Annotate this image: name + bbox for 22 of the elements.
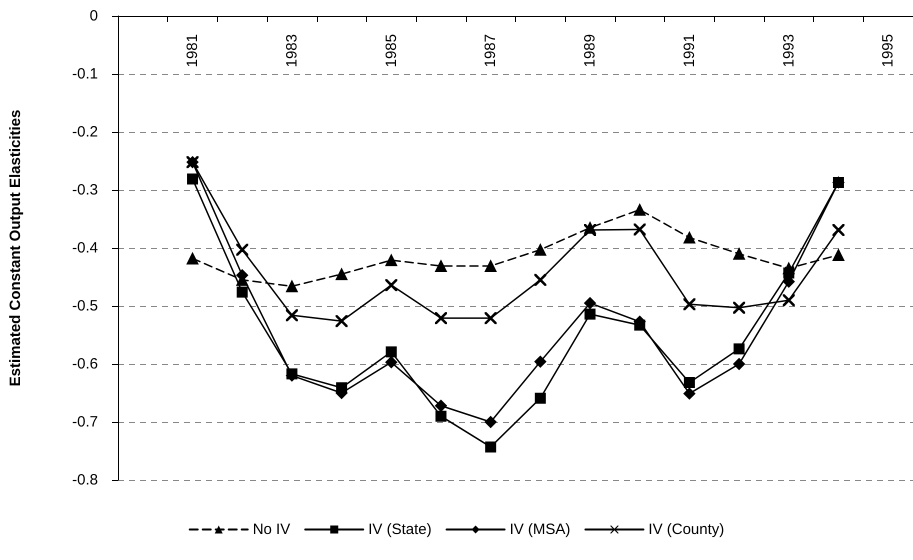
x-tick-label: 1991 [680,34,698,68]
legend-label: IV (County) [648,521,724,538]
y-tick-label: -0.6 [72,356,98,372]
x-tick-label: 1981 [184,34,202,68]
legend-label: IV (MSA) [510,521,570,538]
y-tick-label: -0.4 [72,240,98,256]
y-tick-label: -0.7 [72,414,98,430]
legend-label: No IV [252,521,290,538]
x-tick-label: 1995 [880,34,897,68]
y-tick-label: -0.1 [72,66,98,82]
x-tick-label: 1983 [283,34,300,68]
x-tick-label: 1985 [382,34,400,68]
y-tick-label: -0.5 [72,298,98,314]
x-tick-label: 1989 [582,34,599,68]
y-tick-label: -0.3 [72,182,98,198]
x-tick-label: 1987 [482,34,500,68]
y-tick-label: -0.2 [72,124,98,140]
y-tick-label: -0.8 [72,472,98,488]
y-tick-label: 0 [90,8,98,24]
y-axis-title: Estimated Constant Output Elasticities [7,110,24,386]
legend-label: IV (State) [368,521,432,538]
x-tick-label: 1993 [780,34,798,68]
